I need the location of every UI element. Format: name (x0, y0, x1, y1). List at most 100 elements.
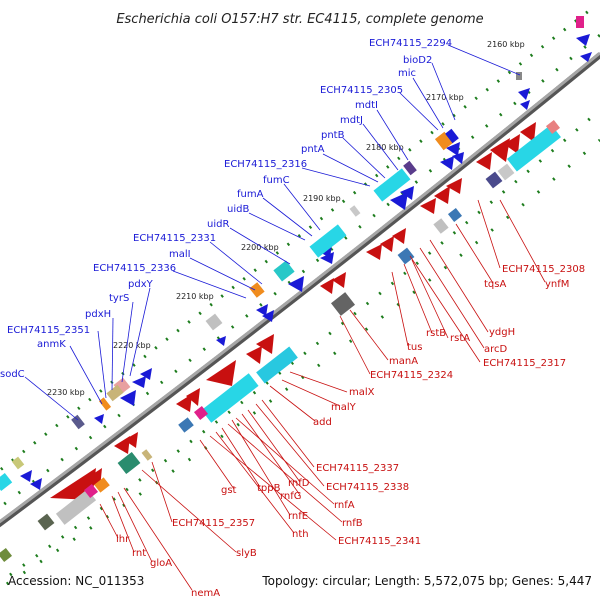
leader-line (477, 199, 501, 269)
accession-text: Accession: NC_011353 (8, 574, 144, 588)
gene-label[interactable]: rnfA (334, 500, 355, 511)
gene-label[interactable]: ECH74115_2331 (133, 233, 216, 244)
gene-label[interactable]: rstA (450, 333, 470, 344)
leader-line (215, 431, 295, 534)
gene-label[interactable]: lhr (116, 534, 130, 545)
gc-track-lower (9, 108, 600, 577)
tick-label: 2170 kbp (426, 93, 464, 102)
gene-label[interactable]: ECH74115_2308 (502, 264, 585, 275)
gene-label[interactable]: uidR (207, 219, 229, 230)
leader-line (429, 239, 489, 333)
leader-line (151, 461, 173, 523)
gene-label[interactable]: ECH74115_2316 (224, 159, 307, 170)
gene-arrow (120, 390, 136, 406)
gene-arrow (20, 470, 32, 482)
gene-label[interactable]: add (313, 417, 332, 428)
gene-label[interactable]: pdxY (128, 279, 154, 290)
gene-label[interactable]: ECH74115_2336 (93, 263, 176, 274)
gene-arrow (400, 186, 414, 200)
gene-arrow (504, 134, 520, 154)
gene-label[interactable]: tyrS (109, 293, 129, 304)
gene-label[interactable]: mdtJ (340, 115, 363, 126)
gene-label[interactable]: pntB (321, 130, 345, 141)
gene-label[interactable]: malI (169, 249, 191, 260)
leader-line (255, 403, 325, 487)
reverse-gene-labels: ECH74115_2308 ynfM tqsA ydgH arcD ECH741… (116, 264, 585, 599)
gene-label[interactable]: pdxH (85, 309, 111, 320)
gene-block (94, 477, 110, 493)
gene-label[interactable]: rnfD (288, 478, 310, 489)
gene-label[interactable]: ECH74115_2317 (483, 358, 566, 369)
gene-block (485, 171, 503, 189)
gene-label[interactable]: ECH74115_2338 (326, 482, 409, 493)
leader-line (281, 379, 341, 407)
gene-block (516, 72, 522, 80)
leader-line (209, 241, 263, 285)
gene-block (403, 160, 417, 176)
gene-label[interactable]: fumC (263, 175, 290, 186)
gene-label[interactable]: rnt (132, 548, 146, 559)
gene-label[interactable]: tppB (257, 483, 281, 494)
leader-line (172, 270, 247, 299)
gene-label[interactable]: ECH74115_2341 (338, 536, 421, 547)
gene-arrow (256, 304, 268, 316)
gene-label[interactable]: rstB (426, 328, 446, 339)
gene-label[interactable]: nth (292, 529, 309, 540)
gene-label[interactable]: uidB (227, 204, 249, 215)
gene-label[interactable]: ECH74115_2294 (369, 38, 452, 49)
tick-label: 2160 kbp (487, 40, 525, 49)
forward-blocks (0, 16, 584, 492)
leader-line (283, 183, 321, 231)
gene-label[interactable]: ECH74115_2324 (370, 370, 453, 381)
backbone-group (0, 51, 600, 528)
gene-label[interactable]: sodC (0, 369, 25, 380)
gene-label[interactable]: anmK (37, 339, 66, 350)
gene-label[interactable]: ynfM (545, 279, 569, 290)
leader-line (69, 345, 103, 405)
map-title: Escherichia coli O157:H7 str. EC4115, co… (116, 12, 483, 27)
gene-label[interactable]: mic (398, 68, 416, 79)
gene-arrow (520, 100, 530, 110)
leader-line (199, 439, 235, 490)
gene-label[interactable]: malY (331, 402, 357, 413)
gene-label[interactable]: malX (349, 387, 375, 398)
gene-label[interactable]: rnfG (280, 491, 302, 502)
leader-line (411, 259, 449, 339)
tick-label: 2200 kbp (241, 243, 279, 252)
gene-block (106, 384, 124, 402)
gene-label[interactable]: ydgH (489, 327, 515, 338)
gene-block (117, 451, 141, 475)
gene-arrow (446, 142, 460, 156)
leader-line (111, 495, 135, 553)
backbone-line (0, 51, 600, 524)
gene-arrow (206, 360, 236, 386)
leader-line (24, 376, 79, 421)
gene-label[interactable]: nemA (191, 588, 220, 599)
leader-line (123, 487, 193, 591)
gc-track-inner-top (0, 33, 600, 510)
gene-label[interactable]: ECH74115_2351 (7, 325, 90, 336)
gene-label[interactable]: ECH74115_2337 (316, 463, 399, 474)
gene-arrow (186, 388, 200, 406)
gene-label[interactable]: tus (407, 342, 422, 353)
gene-label[interactable]: gloA (150, 558, 172, 569)
gene-block (433, 218, 449, 234)
leader-line (241, 413, 301, 496)
gene-label[interactable]: tqsA (484, 279, 506, 290)
gene-label[interactable]: fumA (237, 189, 264, 200)
leader-line (141, 469, 237, 553)
gene-arrow (320, 278, 334, 294)
gene-label[interactable]: ECH74115_2357 (172, 518, 255, 529)
leader-line (412, 77, 444, 129)
gene-label[interactable]: slyB (236, 548, 257, 559)
gene-label[interactable]: mdtI (355, 100, 378, 111)
gene-label[interactable]: ECH74115_2305 (320, 85, 403, 96)
gene-label[interactable]: manA (389, 356, 418, 367)
gene-label[interactable]: bioD2 (403, 55, 432, 66)
gene-label[interactable]: pntA (301, 144, 325, 155)
gene-label[interactable]: gst (221, 485, 237, 496)
gene-label[interactable]: rnfB (342, 518, 363, 529)
gene-label[interactable]: arcD (484, 344, 508, 355)
gene-label[interactable]: rnfE (288, 511, 308, 522)
